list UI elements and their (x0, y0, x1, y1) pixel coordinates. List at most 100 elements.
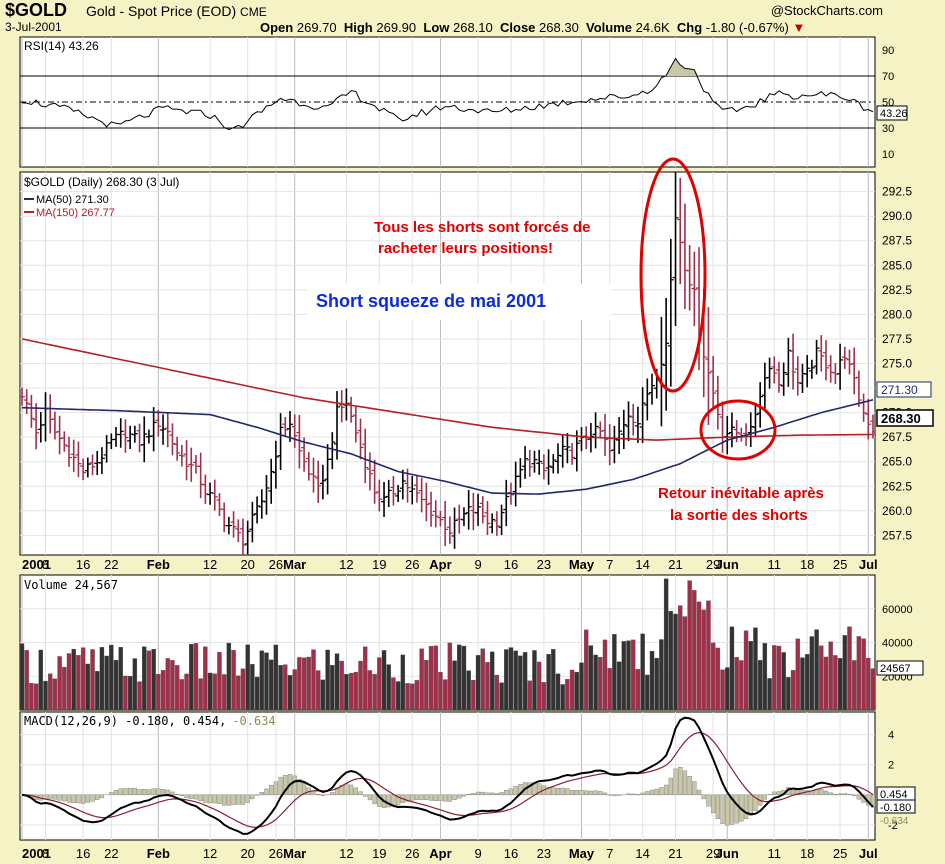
price-bar (526, 449, 533, 477)
volume-bar (405, 683, 410, 710)
volume-bar (583, 629, 589, 710)
macd-label-hist: -0.634 (232, 714, 275, 728)
price-bar (775, 361, 782, 393)
volume-bar (48, 673, 53, 710)
volume-bar (189, 643, 194, 710)
macd-histogram-bar (283, 774, 288, 796)
price-tick-label: 290.0 (882, 209, 912, 223)
volume-bar (419, 648, 424, 710)
x-tick-label: 18 (800, 846, 814, 861)
volume-bar (753, 627, 758, 710)
macd-histogram-bar (179, 794, 185, 797)
volume-bar (804, 654, 810, 710)
volume-bar (66, 653, 72, 710)
price-bar (390, 475, 397, 506)
macd-signal-line (21, 731, 874, 828)
x-tick-label: 26 (405, 557, 419, 572)
price-bar (705, 307, 712, 426)
macd-histogram-bar (438, 794, 443, 801)
price-bar (75, 441, 82, 478)
macd-histogram-bar (659, 787, 664, 796)
macd-histogram-bar (828, 792, 833, 796)
volume-bar (198, 678, 203, 710)
macd-histogram-bar (725, 794, 730, 826)
volume-bar (856, 636, 862, 710)
macd-histogram-bar (682, 770, 688, 796)
volume-bar (640, 633, 645, 710)
price-bar (634, 406, 641, 443)
price-bar (127, 425, 134, 450)
macd-histogram-bar (231, 794, 236, 806)
price-bar (141, 416, 148, 463)
price-bar (155, 409, 162, 437)
volume-bar (71, 648, 76, 710)
price-bar (564, 432, 571, 464)
volume-bar (395, 681, 401, 710)
volume-bar (710, 642, 716, 710)
price-bar (160, 414, 167, 445)
low-label: Low (423, 20, 450, 35)
rsi-tick-label: 10 (882, 149, 894, 161)
x-tick-label: 23 (537, 557, 551, 572)
volume-bar (607, 668, 612, 710)
volume-bar (565, 679, 570, 710)
macd-histogram-bar (428, 794, 434, 801)
macd-histogram-bar (226, 794, 232, 806)
price-bar (827, 355, 834, 383)
volume-bar (678, 605, 683, 710)
macd-histogram-bar (264, 788, 269, 796)
volume-bar (85, 663, 91, 710)
x-tick-label: 21 (668, 557, 682, 572)
volume-bar (367, 670, 373, 710)
price-bar (493, 511, 500, 536)
price-bar (33, 403, 40, 450)
price-bar (399, 469, 406, 500)
volume-bar (283, 664, 288, 710)
volume-bar (240, 668, 246, 710)
volume-bar (297, 657, 302, 710)
price-bar (790, 333, 797, 390)
volume-bar (29, 683, 34, 710)
symbol-description: Gold - Spot Price (EOD) CME (86, 3, 267, 19)
macd-histogram-bar (245, 794, 250, 803)
price-bar (188, 447, 195, 482)
volume-bar (616, 661, 622, 710)
chg-label: Chg (676, 20, 703, 35)
volume-bar (170, 660, 175, 710)
macd-histogram-bar (847, 793, 852, 796)
macd-histogram-bar (546, 786, 551, 796)
macd-histogram-bar (565, 788, 570, 796)
volume-tick-label: 40000 (882, 638, 913, 650)
volume-label: Volume (586, 20, 633, 35)
macd-histogram-bar (160, 789, 166, 796)
macd-histogram-bar (424, 794, 429, 800)
x-tick-label: 8 (42, 557, 49, 572)
volume-value: 24.6K (635, 20, 670, 35)
macd-panel (19, 711, 876, 841)
macd-histogram-bar (870, 794, 875, 808)
macd-histogram-bar (330, 792, 335, 796)
price-bar (174, 436, 181, 461)
price-bar (319, 464, 326, 500)
price-bar (432, 500, 439, 528)
macd-histogram-bar (99, 794, 105, 799)
macd-histogram-bar (555, 788, 561, 796)
chart-date: 3-Jul-2001 (5, 20, 62, 34)
price-bar (376, 479, 383, 512)
volume-bar (316, 670, 321, 710)
volume-bar (414, 680, 420, 710)
macd-histogram-bar (508, 788, 514, 796)
x-tick-label: 16 (504, 846, 518, 861)
macd-histogram-bar (301, 783, 307, 796)
price-bar (338, 390, 345, 423)
volume-bar (254, 676, 260, 710)
volume-bar (43, 680, 48, 710)
macd-tick-label: 2 (888, 760, 894, 772)
volume-bar (62, 666, 67, 710)
price-bar (484, 501, 491, 536)
low-value: 268.10 (453, 20, 493, 35)
volume-bar (372, 674, 377, 710)
volume-bar (715, 647, 721, 710)
volume-bar (536, 661, 542, 710)
volume-bar (823, 656, 829, 710)
